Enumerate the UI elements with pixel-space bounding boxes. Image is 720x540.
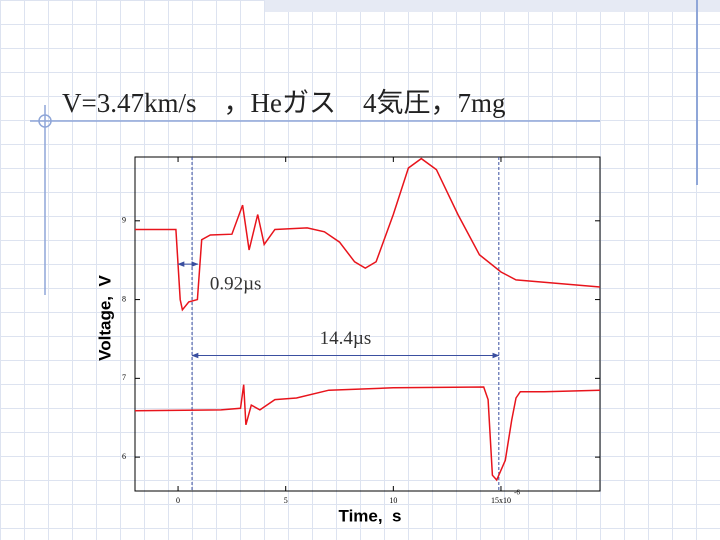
header-band	[265, 0, 720, 12]
y-tick-label: 6	[122, 452, 126, 461]
x-tick-label: 5	[284, 496, 288, 505]
chart-title: V=3.47km/s ，Heガス 4気圧，7mg	[62, 88, 505, 118]
plot-frame	[134, 156, 601, 492]
trace	[135, 157, 601, 312]
deco-circle	[38, 114, 52, 128]
x-tick-label: 15x10	[491, 496, 511, 505]
x-axis-label: Time, s	[339, 506, 402, 525]
y-axis-label: Voltage, V	[95, 275, 114, 361]
x-exponent: -6	[514, 489, 520, 497]
annotation-label: 14.4µs	[320, 328, 372, 349]
y-tick-label: 7	[122, 373, 126, 382]
annotation-label: 0.92µs	[210, 273, 262, 294]
y-tick-label: 9	[122, 216, 126, 225]
trace	[134, 384, 601, 482]
y-tick-label: 8	[122, 294, 126, 303]
x-tick-label: 0	[176, 496, 180, 505]
x-tick-label: 10	[389, 496, 397, 505]
